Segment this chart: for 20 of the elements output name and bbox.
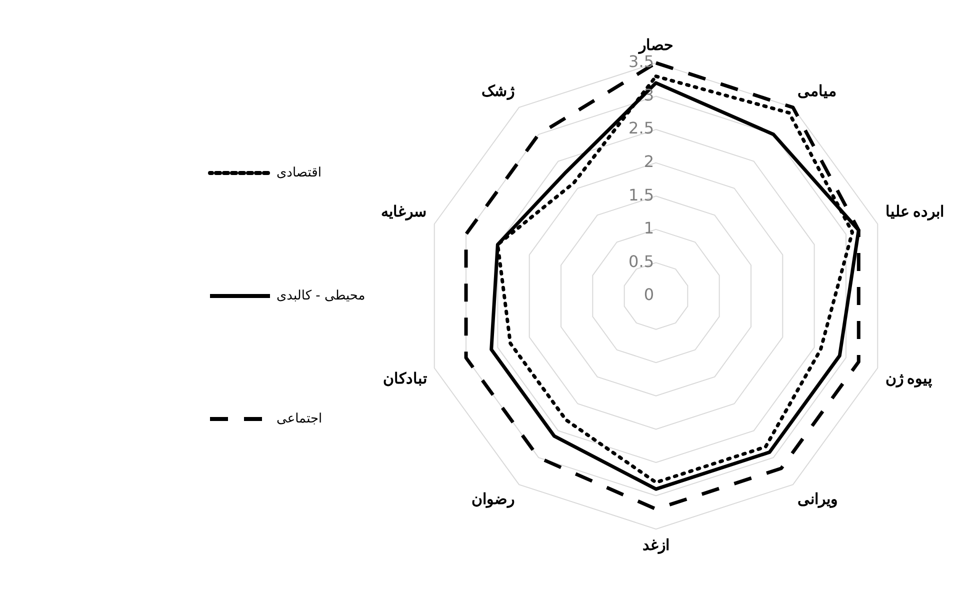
spoke-label: تبادکان: [382, 371, 427, 388]
y-tick-label: 3: [644, 85, 654, 104]
legend-label: اجتماعی: [276, 411, 322, 426]
y-tick-label: 0: [644, 285, 654, 304]
spoke-label: ویرانی: [798, 492, 838, 508]
spoke-label: ازغد: [642, 538, 670, 554]
y-tick-label: 2.5: [628, 118, 654, 138]
spoke-label: سرغایه: [380, 204, 427, 220]
legend-label: محیطی - کالبدی: [276, 288, 366, 304]
legend-label: اقتصادی: [276, 165, 322, 180]
spoke-label: پیوه ژن: [885, 371, 932, 388]
y-tick-label: 0.5: [628, 252, 654, 271]
y-tick-label: 1.5: [628, 185, 654, 204]
spoke-label: ژشک: [481, 84, 514, 100]
spoke-label: میامی: [798, 84, 837, 100]
spoke-label: رضوان: [471, 492, 514, 508]
spoke-label: حصار: [638, 38, 673, 54]
spoke-label: ابرده علیا: [885, 204, 944, 220]
y-tick-label: 2: [644, 152, 654, 171]
y-tick-label: 1: [644, 218, 654, 238]
